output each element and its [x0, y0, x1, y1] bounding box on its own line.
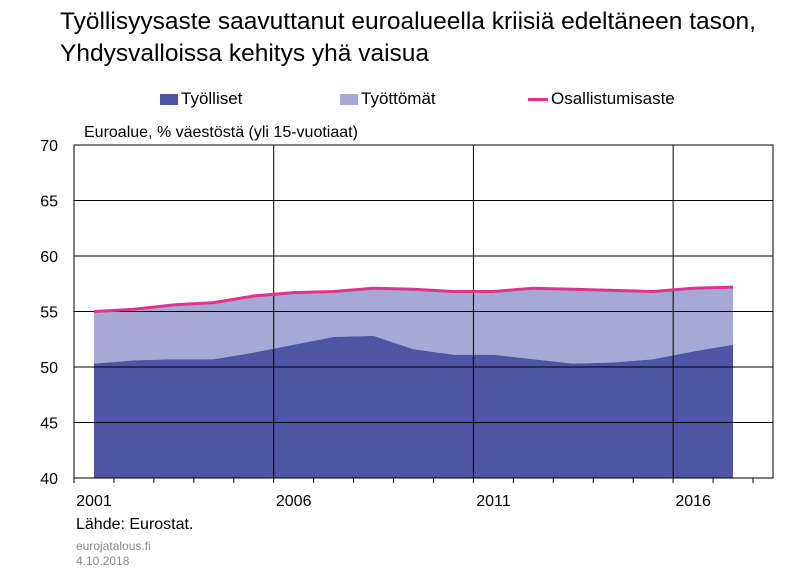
y-tick-label: 45: [40, 416, 58, 433]
y-tick-label: 65: [40, 194, 58, 211]
legend-label-employed: Työlliset: [181, 89, 243, 108]
legend-swatch-employed: [160, 93, 178, 105]
y-tick-label: 40: [40, 471, 58, 488]
y-tick-label: 50: [40, 360, 58, 377]
legend-swatch-unemployed: [340, 93, 358, 105]
site-label: eurojatalous.fi: [76, 539, 151, 553]
source-note: Lähde: Eurostat.: [76, 516, 194, 533]
x-tick-label: 2001: [76, 493, 112, 510]
x-tick-label: 2006: [276, 493, 312, 510]
legend-item-participation: Osallistumisaste: [528, 89, 675, 109]
legend-item-employed: Työlliset: [160, 89, 242, 109]
chart-subtitle: Euroalue, % väestöstä (yli 15-vuotiaat): [84, 124, 358, 141]
y-tick-label: 55: [40, 305, 58, 322]
line-participation: [93, 285, 734, 313]
legend-label-unemployed: Työttömät: [361, 89, 436, 108]
legend-swatch-participation: [528, 97, 548, 101]
date-label: 4.10.2018: [76, 554, 130, 568]
area-unemployed: [93, 287, 734, 364]
x-tick-label: 2011: [476, 493, 511, 510]
area-employed: [93, 335, 734, 478]
legend-label-participation: Osallistumisaste: [551, 89, 675, 108]
legend: Työlliset Työttömät Osallistumisaste: [0, 89, 800, 109]
x-tick-label: 2016: [675, 493, 711, 510]
chart-title: Työllisyysaste saavuttanut euroalueella …: [60, 8, 756, 67]
legend-item-unemployed: Työttömät: [340, 89, 436, 109]
y-tick-label: 60: [40, 249, 58, 266]
plot-frame: [73, 144, 774, 479]
y-tick-label: 70: [40, 138, 58, 155]
